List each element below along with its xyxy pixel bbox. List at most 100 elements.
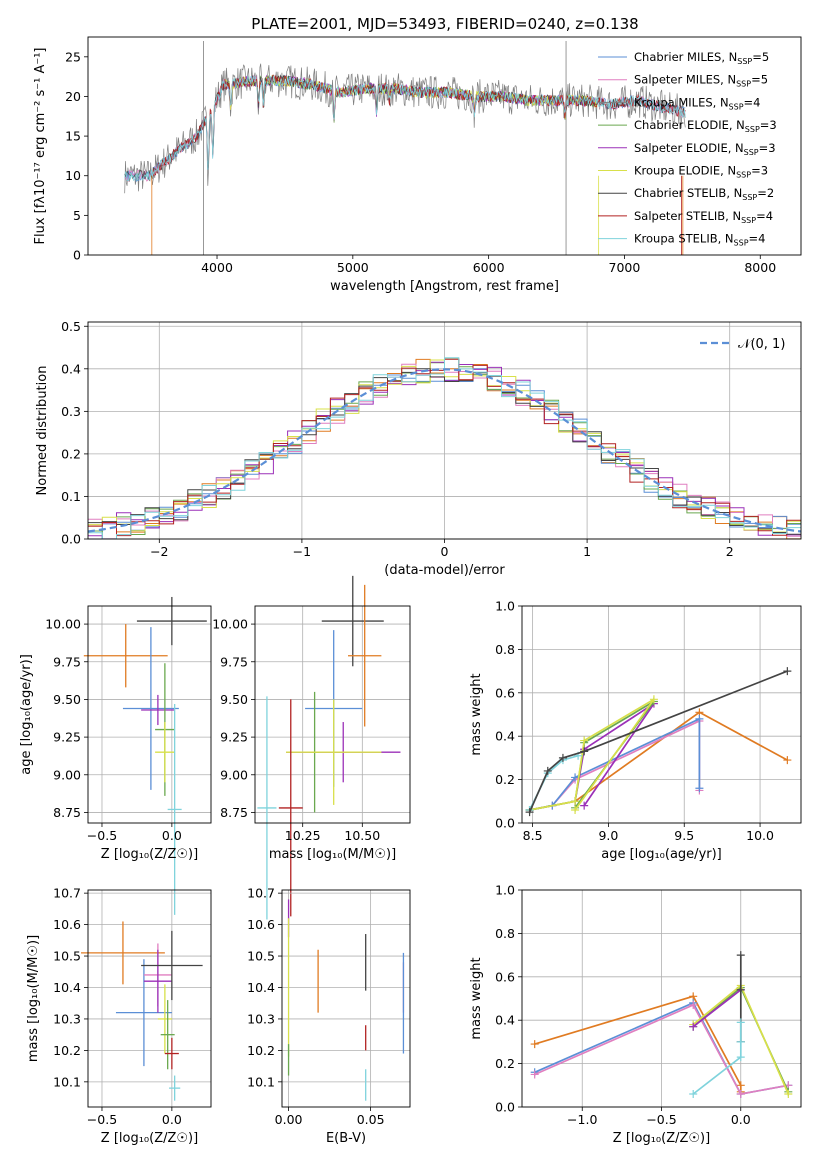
y-axis-label: mass weight — [469, 957, 484, 1039]
spectrum-line — [124, 75, 686, 182]
axes-frame: 8.5 9.0 9.5 10.0 0.0 0.2 0.4 0.6 0.8 1.0 age [log₁… — [469, 599, 802, 862]
x-tick-label: 9.5 — [674, 828, 694, 843]
legend-label: Chabrier ELODIE, NSSP=3 — [634, 118, 777, 134]
x-tick-label: −0.5 — [87, 1112, 117, 1127]
spectrum-legend: Chabrier MILES, NSSP=5 Salpeter MILES, NS… — [598, 50, 777, 248]
y-tick-label: 10.7 — [247, 886, 275, 901]
y-tick-label: 10.1 — [53, 1074, 81, 1089]
weight-point — [695, 784, 704, 793]
y-tick-label: 1.0 — [495, 599, 515, 614]
weight-point — [695, 714, 704, 723]
axes-frame: −1.0 −0.5 0.0 0.0 0.2 0.4 0.6 0.8 1.0 Z [log₁₀(Z/… — [469, 883, 802, 1146]
y-tick-label: 10.7 — [53, 886, 81, 901]
x-tick-label: 8000 — [744, 260, 776, 275]
y-tick-label: 10.6 — [247, 917, 275, 932]
y-tick-label: 0.2 — [61, 446, 81, 461]
y-tick-label: 9.00 — [53, 767, 81, 782]
y-axis-label: mass [log₁₀(M/M☉)] — [26, 935, 41, 1062]
y-tick-label: 9.50 — [220, 692, 248, 707]
y-tick-label: 10.3 — [247, 1011, 275, 1026]
y-tick-label: 0 — [73, 248, 81, 263]
x-tick-label: 0.00 — [275, 1112, 303, 1127]
x-tick-label: 10.25 — [285, 828, 321, 843]
x-tick-label: −2 — [150, 544, 168, 559]
y-tick-label: 10.3 — [53, 1011, 81, 1026]
panel-residuals: 𝒩(0, 1) −2 −1 0 1 2 0.0 0.1 0.2 0.3 0.4 0.5 (data-mo… — [35, 319, 802, 578]
axes-frame: −2 −1 0 1 2 0.0 0.1 0.2 0.3 0.4 0.5 (data-model)/er… — [35, 319, 802, 578]
y-tick-label: 0.2 — [495, 1056, 515, 1071]
y-tick-label: 0.0 — [61, 532, 81, 547]
weight-line — [534, 1003, 789, 1095]
axes-frame: −0.5 0.0 10.1 10.2 10.3 10.4 10.5 10.6 10.7 Z [lo… — [26, 886, 212, 1146]
axes-frame: 0.00 0.05 10.1 10.2 10.3 10.4 10.5 10.6 10.7 E(B-… — [247, 886, 411, 1146]
plot-area — [83, 596, 207, 915]
histogram-series — [88, 357, 801, 540]
x-axis-label: mass [log₁₀(M/M☉)] — [269, 847, 396, 862]
panel-mass-vs-ebv: 0.00 0.05 10.1 10.2 10.3 10.4 10.5 10.6 10.7 E(B-… — [247, 886, 411, 1146]
legend-label: Salpeter MILES, NSSP=5 — [634, 73, 768, 89]
y-tick-label: 0.0 — [495, 1100, 515, 1115]
y-axis-label: Normed distribution — [35, 366, 50, 496]
plot-area: 𝒩(0, 1) — [87, 337, 802, 540]
y-axis-label: mass weight — [469, 673, 484, 755]
weight-point — [783, 756, 792, 765]
x-tick-label: 0.0 — [731, 1112, 751, 1127]
y-tick-label: 0.4 — [61, 361, 81, 376]
legend-label: Salpeter STELIB, NSSP=4 — [634, 209, 773, 225]
legend-label: Kroupa STELIB, NSSP=4 — [634, 232, 765, 248]
x-tick-label: 1 — [583, 544, 591, 559]
x-axis-label: age [log₁₀(age/yr)] — [601, 847, 722, 862]
x-tick-label: 7000 — [609, 260, 641, 275]
panel-weight-vs-age: 8.5 9.0 9.5 10.0 0.0 0.2 0.4 0.6 0.8 1.0 age [log₁… — [469, 599, 802, 862]
y-tick-label: 0.5 — [61, 319, 81, 334]
y-tick-label: 10.5 — [247, 949, 275, 964]
weight-point — [558, 753, 567, 762]
axes-frame: −0.5 0.0 8.75 9.00 9.25 9.50 9.75 10.00 Z [log₁₀… — [19, 605, 212, 862]
y-tick-label: 0.2 — [495, 772, 515, 787]
x-tick-label: 5000 — [337, 260, 369, 275]
normal-curve — [87, 368, 802, 533]
y-tick-label: 0.6 — [495, 969, 515, 984]
panel-age-vs-Z: −0.5 0.0 8.75 9.00 9.25 9.50 9.75 10.00 Z [log₁₀… — [19, 596, 212, 915]
y-tick-label: 20 — [65, 89, 81, 104]
weight-point — [783, 667, 792, 676]
y-tick-label: 0.3 — [61, 404, 81, 419]
weight-point — [689, 1089, 698, 1098]
weight-point — [571, 805, 580, 814]
x-tick-label: 0.0 — [162, 1112, 182, 1127]
weight-point — [530, 1040, 539, 1049]
x-tick-label: 2 — [726, 544, 734, 559]
weight-point — [580, 801, 589, 810]
x-axis-label: Z [log₁₀(Z/Z☉)] — [101, 847, 198, 862]
weight-point — [580, 747, 589, 756]
y-tick-label: 0.8 — [495, 642, 515, 657]
y-tick-label: 10.00 — [45, 617, 81, 632]
x-tick-label: 9.0 — [598, 828, 618, 843]
weight-point — [525, 808, 534, 817]
y-tick-label: 5 — [73, 208, 81, 223]
weight-point — [736, 1037, 745, 1046]
panel-weight-vs-Z: −1.0 −0.5 0.0 0.0 0.2 0.4 0.6 0.8 1.0 Z [log₁₀(Z/… — [469, 883, 802, 1146]
weight-point — [543, 766, 552, 775]
y-tick-label: 0.1 — [61, 489, 81, 504]
y-tick-label: 9.50 — [53, 692, 81, 707]
plot-area — [81, 921, 203, 1101]
x-tick-label: 0.0 — [162, 828, 182, 843]
y-tick-label: 10.1 — [247, 1074, 275, 1089]
y-tick-label: 10.2 — [247, 1043, 275, 1058]
x-tick-label: 0.05 — [357, 1112, 385, 1127]
axes-box — [87, 36, 802, 256]
x-axis-label: Z [log₁₀(Z/Z☉)] — [613, 1131, 710, 1146]
legend-label: Kroupa ELODIE, NSSP=3 — [634, 164, 768, 180]
x-tick-label: −0.5 — [87, 828, 117, 843]
legend-label: Salpeter ELODIE, NSSP=3 — [634, 141, 776, 157]
plot-area — [257, 575, 401, 920]
weight-point — [736, 1053, 745, 1062]
y-tick-label: 10.6 — [53, 917, 81, 932]
x-tick-label: −1 — [293, 544, 311, 559]
plot-area — [287, 899, 405, 1101]
weight-point — [530, 1070, 539, 1079]
x-tick-label: −1.0 — [567, 1112, 597, 1127]
axes-box — [521, 605, 802, 824]
